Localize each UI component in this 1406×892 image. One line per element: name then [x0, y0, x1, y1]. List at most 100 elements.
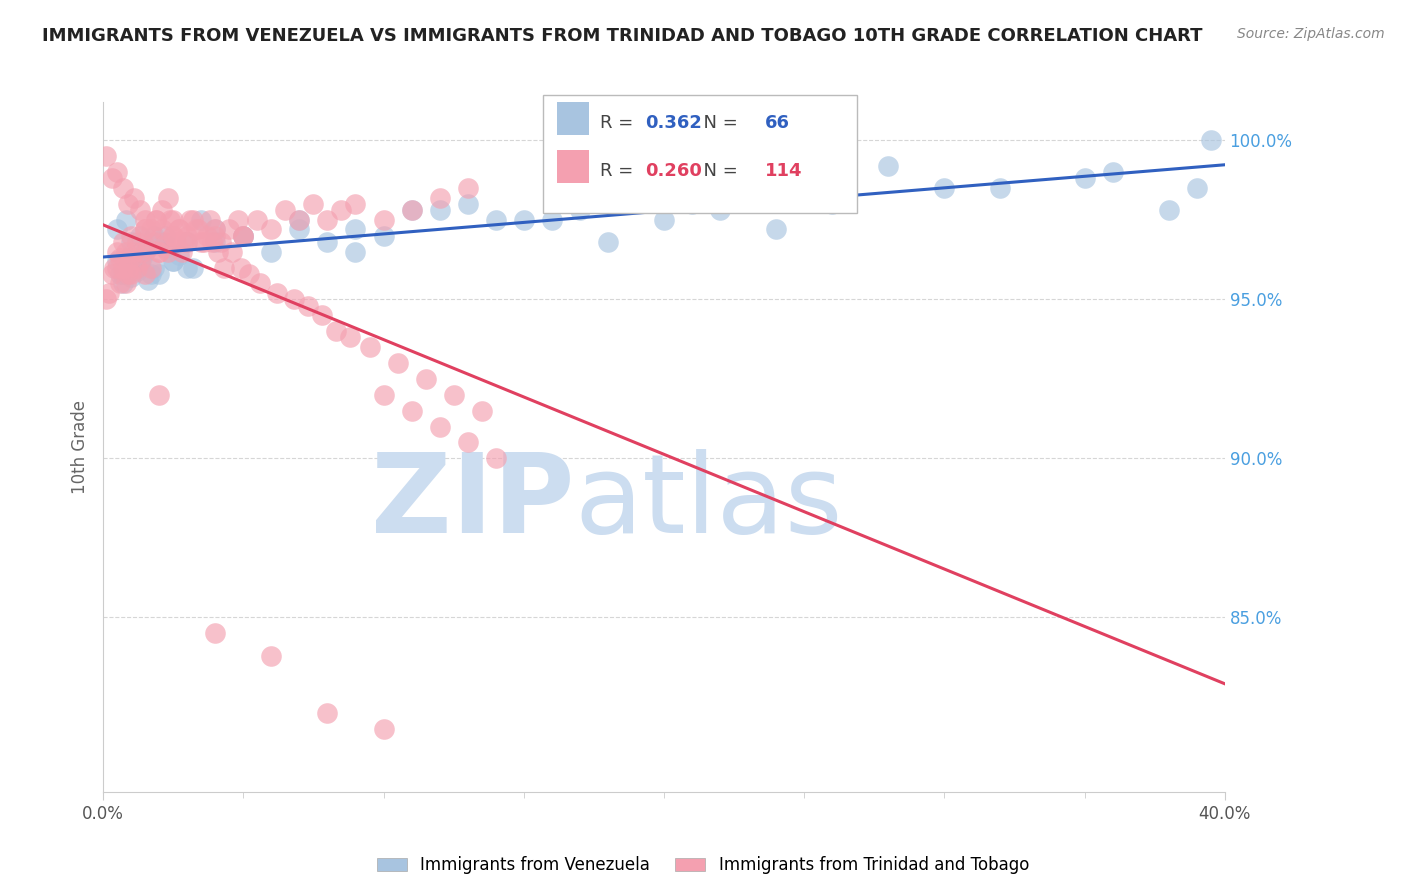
- Point: [114, 244, 136, 259]
- Point: [136, 273, 159, 287]
- Point: [128, 254, 150, 268]
- Point: [330, 203, 353, 218]
- Point: [288, 212, 311, 227]
- Point: [150, 222, 173, 236]
- Point: [624, 181, 647, 195]
- Point: [596, 235, 619, 249]
- Point: [429, 419, 451, 434]
- Point: [429, 190, 451, 204]
- Point: [990, 181, 1012, 195]
- Point: [136, 242, 159, 256]
- Point: [260, 244, 283, 259]
- Point: [97, 285, 120, 300]
- FancyBboxPatch shape: [557, 150, 589, 183]
- Point: [344, 244, 367, 259]
- Point: [170, 244, 193, 259]
- Point: [373, 228, 395, 243]
- Point: [232, 228, 254, 243]
- Point: [512, 212, 534, 227]
- Point: [142, 260, 165, 275]
- Point: [325, 324, 347, 338]
- Point: [176, 235, 198, 249]
- Point: [316, 235, 339, 249]
- Point: [153, 235, 176, 249]
- FancyBboxPatch shape: [543, 95, 856, 212]
- Point: [232, 228, 254, 243]
- Point: [193, 235, 215, 249]
- Point: [429, 203, 451, 218]
- Point: [260, 648, 283, 663]
- Point: [122, 244, 145, 259]
- Point: [148, 244, 170, 259]
- Point: [209, 235, 232, 249]
- Point: [457, 435, 479, 450]
- Point: [111, 267, 134, 281]
- Point: [122, 190, 145, 204]
- Text: atlas: atlas: [574, 449, 842, 556]
- Point: [176, 260, 198, 275]
- Point: [316, 212, 339, 227]
- Point: [153, 242, 176, 256]
- Point: [148, 235, 170, 249]
- Point: [471, 403, 494, 417]
- Point: [117, 251, 139, 265]
- Point: [218, 222, 240, 236]
- Point: [117, 267, 139, 281]
- Point: [117, 260, 139, 275]
- Point: [288, 222, 311, 236]
- Point: [260, 222, 283, 236]
- Text: 0.362: 0.362: [645, 114, 702, 132]
- Point: [139, 267, 162, 281]
- Point: [111, 181, 134, 195]
- Point: [198, 212, 221, 227]
- Point: [120, 228, 142, 243]
- Point: [125, 263, 148, 277]
- Point: [148, 267, 170, 281]
- Point: [1101, 165, 1123, 179]
- Point: [145, 212, 167, 227]
- Point: [131, 251, 153, 265]
- Point: [249, 277, 271, 291]
- Point: [162, 228, 184, 243]
- Point: [145, 212, 167, 227]
- Point: [120, 235, 142, 249]
- Point: [134, 244, 156, 259]
- Point: [681, 197, 703, 211]
- Point: [485, 212, 508, 227]
- Text: 66: 66: [765, 114, 790, 132]
- Point: [105, 260, 128, 275]
- Point: [100, 171, 122, 186]
- Point: [302, 197, 325, 211]
- Point: [204, 222, 226, 236]
- Point: [134, 222, 156, 236]
- Point: [108, 277, 131, 291]
- Point: [934, 181, 956, 195]
- Point: [150, 203, 173, 218]
- Point: [274, 203, 297, 218]
- FancyBboxPatch shape: [557, 102, 589, 135]
- Point: [148, 388, 170, 402]
- Point: [387, 356, 409, 370]
- Point: [190, 212, 212, 227]
- Point: [201, 235, 224, 249]
- Point: [288, 212, 311, 227]
- Point: [184, 222, 207, 236]
- Point: [117, 197, 139, 211]
- Text: Source: ZipAtlas.com: Source: ZipAtlas.com: [1237, 27, 1385, 41]
- Point: [443, 388, 465, 402]
- Point: [181, 260, 204, 275]
- Point: [344, 197, 367, 211]
- Point: [204, 626, 226, 640]
- Point: [297, 299, 319, 313]
- Point: [114, 277, 136, 291]
- Point: [105, 244, 128, 259]
- Point: [153, 228, 176, 243]
- Point: [114, 260, 136, 275]
- Point: [100, 267, 122, 281]
- Point: [212, 260, 235, 275]
- Point: [190, 235, 212, 249]
- Point: [105, 165, 128, 179]
- Point: [187, 222, 209, 236]
- Point: [652, 212, 675, 227]
- Point: [162, 228, 184, 243]
